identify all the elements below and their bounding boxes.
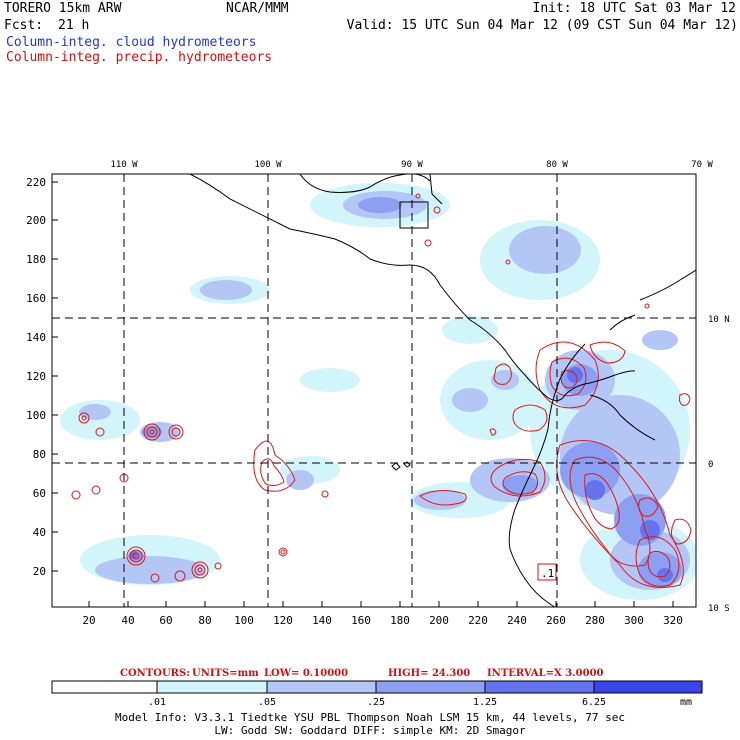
lat-label-0: 0 — [708, 460, 713, 470]
lon-label-70w: 70 W — [691, 160, 713, 170]
y-tick-200: 200 — [26, 214, 46, 227]
colorbar-unit: mm — [679, 697, 693, 708]
colorbar-label-005: .05 — [257, 697, 277, 708]
org-label: NCAR/MMM — [226, 1, 289, 16]
y-tick-160: 160 — [26, 292, 46, 305]
plot-frame — [51, 173, 697, 608]
y-tick-20: 20 — [33, 565, 46, 578]
annotation-box — [537, 563, 557, 581]
forecast-hours: 21 h — [58, 18, 90, 33]
init-time: Init: 18 UTC Sat 03 Mar 12 — [532, 1, 737, 16]
x-tick-200: 200 — [429, 614, 449, 627]
latlon-grid — [52, 174, 696, 607]
x-tick-320: 320 — [663, 614, 683, 627]
forecast-label: Fcst: — [4, 18, 44, 33]
x-tick-180: 180 — [390, 614, 410, 627]
colorbar — [51, 680, 703, 694]
lat-label-10s: 10 S — [708, 604, 730, 614]
x-tick-280: 280 — [585, 614, 605, 627]
lon-label-110w: 110 W — [110, 160, 138, 170]
x-tick-300: 300 — [624, 614, 644, 627]
valid-time: Valid: 15 UTC Sun 04 Mar 12 (09 CST Sun … — [346, 18, 738, 33]
y-tick-180: 180 — [26, 253, 46, 266]
x-tick-80: 80 — [198, 614, 211, 627]
y-tick-100: 100 — [26, 409, 46, 422]
colorbar-label-025: .25 — [366, 697, 386, 708]
colorbar-label-001: .01 — [147, 697, 167, 708]
x-tick-120: 120 — [273, 614, 293, 627]
y-tick-140: 140 — [26, 331, 46, 344]
contour-label: CONTOURS: — [120, 668, 190, 679]
y-tick-80: 80 — [33, 448, 46, 461]
y-tick-220: 220 — [26, 176, 46, 189]
y-tick-120: 120 — [26, 370, 46, 383]
contour-units: UNITS=mm — [192, 668, 259, 679]
x-tick-160: 160 — [351, 614, 371, 627]
cloud-field-title: Column-integ. cloud hydrometeors — [6, 35, 257, 50]
x-tick-40: 40 — [121, 614, 134, 627]
colorbar-label-125: 1.25 — [472, 697, 498, 708]
lat-label-10n: 10 N — [708, 315, 730, 325]
contour-low: LOW= 0.10000 — [264, 668, 349, 679]
x-tick-20: 20 — [82, 614, 95, 627]
model-title: TORERO 15km ARW — [4, 1, 122, 16]
lon-label-100w: 100 W — [254, 160, 282, 170]
y-tick-60: 60 — [33, 487, 46, 500]
annotation-text: .1 — [541, 567, 554, 580]
y-tick-40: 40 — [33, 526, 46, 539]
x-tick-240: 240 — [507, 614, 527, 627]
cloud-shading — [60, 183, 696, 600]
x-tick-140: 140 — [312, 614, 332, 627]
contour-interval: INTERVAL=X 3.0000 — [487, 668, 604, 679]
precip-field-title: Column-integ. precip. hydrometeors — [6, 50, 273, 65]
x-tick-100: 100 — [234, 614, 254, 627]
axis-ticks — [52, 181, 674, 607]
colorbar-label-625: 6.25 — [581, 697, 607, 708]
model-info-line2: LW: Godd SW: Goddard DIFF: simple KM: 2D… — [214, 724, 526, 737]
x-tick-260: 260 — [546, 614, 566, 627]
x-tick-60: 60 — [159, 614, 172, 627]
coastlines — [189, 174, 696, 607]
precip-contours — [71, 193, 692, 588]
lon-label-90w: 90 W — [401, 160, 423, 170]
model-info-line1: Model Info: V3.3.1 Tiedtke YSU PBL Thomp… — [115, 711, 625, 724]
x-tick-220: 220 — [468, 614, 488, 627]
contour-high: HIGH= 24.300 — [388, 668, 471, 679]
lon-label-80w: 80 W — [546, 160, 568, 170]
